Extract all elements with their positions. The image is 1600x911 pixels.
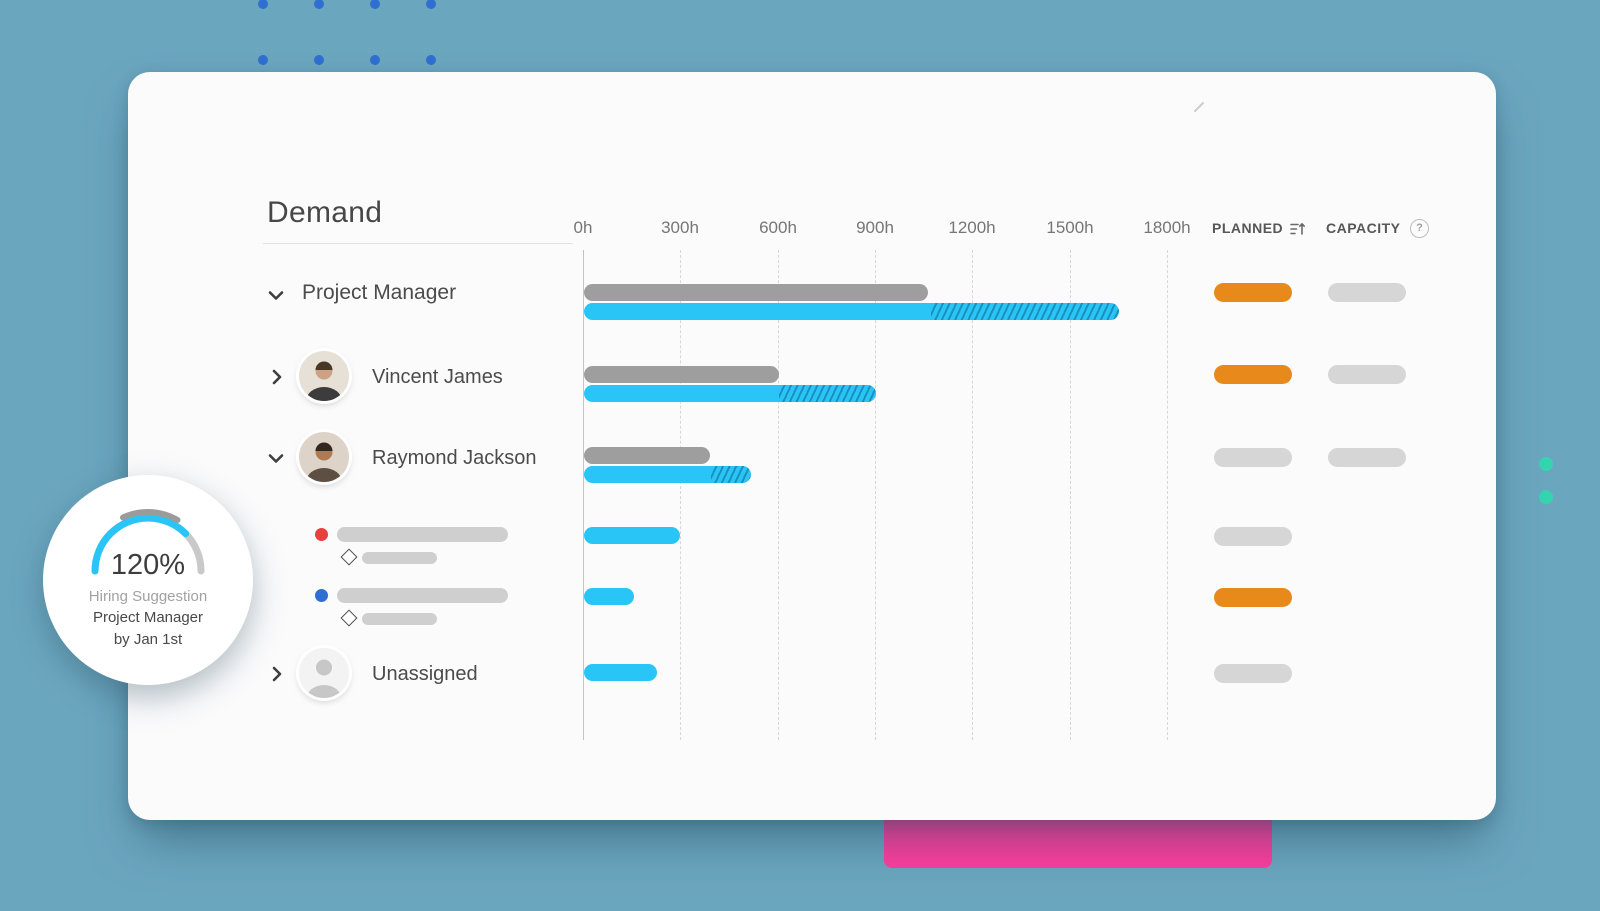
skeleton-text (337, 527, 508, 542)
decorative-dot (370, 55, 380, 65)
axis-tick: 1200h (948, 218, 996, 237)
chevron-right-icon[interactable] (269, 666, 285, 682)
decorative-dot (370, 0, 380, 9)
gridline (778, 250, 779, 740)
row-label-raymond-jackson[interactable]: Raymond Jackson (372, 447, 537, 469)
axis-tick: 900h (856, 218, 894, 237)
planned-pill (1214, 588, 1292, 607)
column-header-capacity: CAPACITY (1326, 220, 1401, 236)
planned-bar[interactable] (584, 527, 680, 544)
tentative-hatch (710, 466, 752, 483)
planned-pill (1214, 664, 1292, 683)
sort-icon[interactable] (1289, 221, 1306, 237)
chevron-down-icon[interactable] (268, 288, 284, 300)
decorative-dot (1539, 457, 1553, 471)
column-header-planned: PLANNED (1212, 220, 1284, 236)
planned-bar[interactable] (584, 466, 752, 483)
badge-subtitle: Hiring Suggestion (88, 588, 208, 605)
axis-tick: 1800h (1143, 218, 1191, 237)
axis-tick: 600h (759, 218, 797, 237)
row-label-unassigned[interactable]: Unassigned (372, 663, 478, 685)
decorative-mark (1194, 102, 1204, 112)
utilization-value: 120% (110, 549, 186, 581)
decorative-dot (314, 0, 324, 9)
axis-line (583, 250, 584, 740)
capacity-pill (1328, 448, 1406, 467)
skeleton-text (337, 588, 508, 603)
project-marker-dot (315, 589, 328, 602)
planned-bar[interactable] (584, 664, 657, 681)
demand-bar[interactable] (584, 447, 711, 464)
planned-bar[interactable] (584, 303, 1120, 320)
avatar (299, 351, 349, 401)
axis-tick: 1500h (1046, 218, 1094, 237)
badge-role: Project Manager (92, 609, 204, 626)
milestone-diamond-icon (340, 548, 358, 566)
row-label-vincent-james[interactable]: Vincent James (372, 366, 503, 388)
help-icon[interactable]: ? (1410, 219, 1429, 238)
gridline (1070, 250, 1071, 740)
hiring-suggestion-badge: 120% Hiring Suggestion Project Manager b… (43, 475, 253, 685)
skeleton-text (362, 552, 437, 564)
capacity-pill (1328, 365, 1406, 384)
planned-pill (1214, 527, 1292, 546)
page-title: Demand (267, 196, 383, 229)
gridline (680, 250, 681, 740)
skeleton-text (362, 613, 437, 625)
gridline (875, 250, 876, 740)
gridline (1167, 250, 1168, 740)
decorative-dot (1539, 490, 1553, 504)
axis-tick: 0h (573, 218, 593, 237)
unassigned-avatar (299, 648, 349, 698)
axis-tick: 300h (661, 218, 699, 237)
milestone-diamond-icon (340, 609, 358, 627)
decorative-dot (258, 0, 268, 9)
avatar (299, 432, 349, 482)
planned-pill (1214, 365, 1292, 384)
decorative-dot (314, 55, 324, 65)
chevron-right-icon[interactable] (269, 369, 285, 385)
utilization-gauge (91, 509, 205, 575)
planned-pill (1214, 448, 1292, 467)
chevron-down-icon[interactable] (268, 451, 284, 463)
capacity-pill (1328, 283, 1406, 302)
gridline (972, 250, 973, 740)
decorative-dot (426, 55, 436, 65)
row-label-project-manager[interactable]: Project Manager (302, 281, 457, 304)
badge-date: by Jan 1st (113, 631, 183, 648)
tentative-hatch (931, 303, 1120, 320)
tentative-hatch (778, 385, 876, 402)
planned-bar[interactable] (584, 385, 876, 402)
decorative-dot (426, 0, 436, 9)
decorative-dot (258, 55, 268, 65)
title-divider (263, 243, 573, 244)
project-marker-dot (315, 528, 328, 541)
planned-pill (1214, 283, 1292, 302)
demand-panel (128, 72, 1496, 820)
demand-bar[interactable] (584, 284, 928, 301)
planned-bar[interactable] (584, 588, 635, 605)
demand-bar[interactable] (584, 366, 779, 383)
